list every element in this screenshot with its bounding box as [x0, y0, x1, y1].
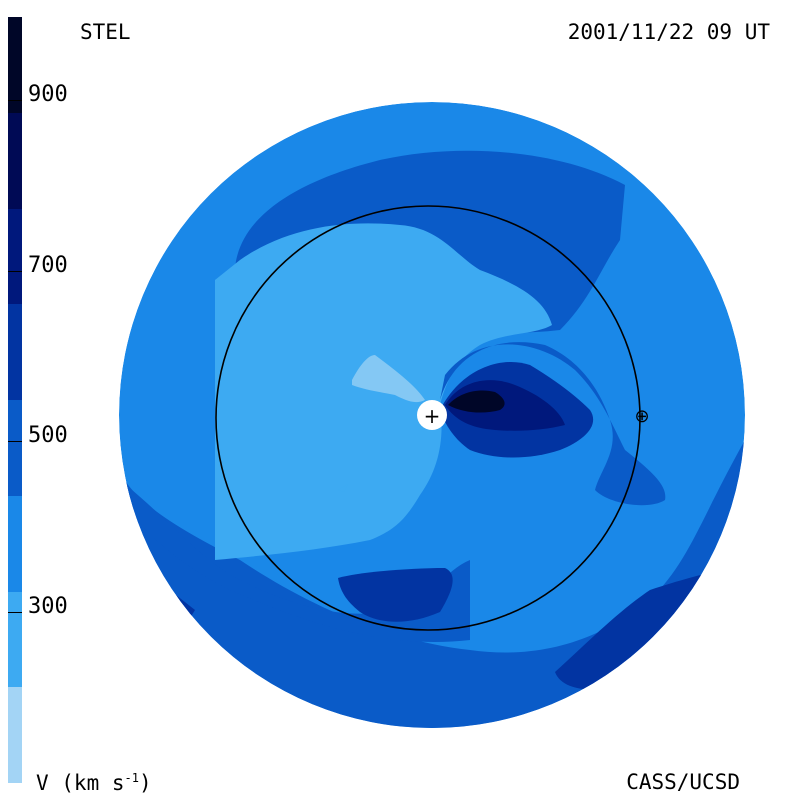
earth-orbit — [215, 205, 641, 631]
colorbar-unit-label: V (km s-1) — [36, 771, 152, 795]
station-label: STEL — [80, 20, 131, 44]
timestamp-label: 2001/11/22 09 UT — [567, 20, 770, 44]
velocity-region — [120, 150, 745, 728]
earth-symbol: ⊕ — [634, 406, 649, 427]
velocity-region — [120, 480, 470, 642]
sun-symbol: + — [424, 404, 441, 428]
colorbar-tick-mark — [8, 441, 22, 442]
velocity-region — [448, 390, 505, 413]
velocity-region — [338, 568, 453, 622]
colorbar-segment — [8, 304, 22, 400]
colorbar-tick-label: 300 — [28, 594, 68, 619]
colorbar-segment — [8, 591, 22, 688]
colorbar-segment — [8, 495, 22, 592]
colorbar-segment — [8, 208, 22, 305]
credit-label: CASS/UCSD — [626, 770, 740, 794]
colorbar-tick-label: 500 — [28, 423, 68, 448]
velocity-region — [338, 484, 348, 492]
colorbar-segment — [8, 112, 22, 209]
colorbar-segment — [8, 400, 22, 496]
colorbar-tick-label: 900 — [28, 82, 68, 107]
velocity-region — [176, 595, 195, 618]
colorbar-tick-mark — [8, 271, 22, 272]
velocity-region — [352, 355, 425, 403]
velocity-colorbar — [8, 17, 22, 783]
velocity-region — [440, 342, 666, 506]
colorbar-tick-mark — [8, 100, 22, 101]
sun-marker — [417, 400, 447, 430]
colorbar-segment — [8, 17, 22, 113]
colorbar-tick-label: 700 — [28, 253, 68, 278]
colorbar-segment — [8, 687, 22, 783]
colorbar-tick-mark — [8, 612, 22, 613]
